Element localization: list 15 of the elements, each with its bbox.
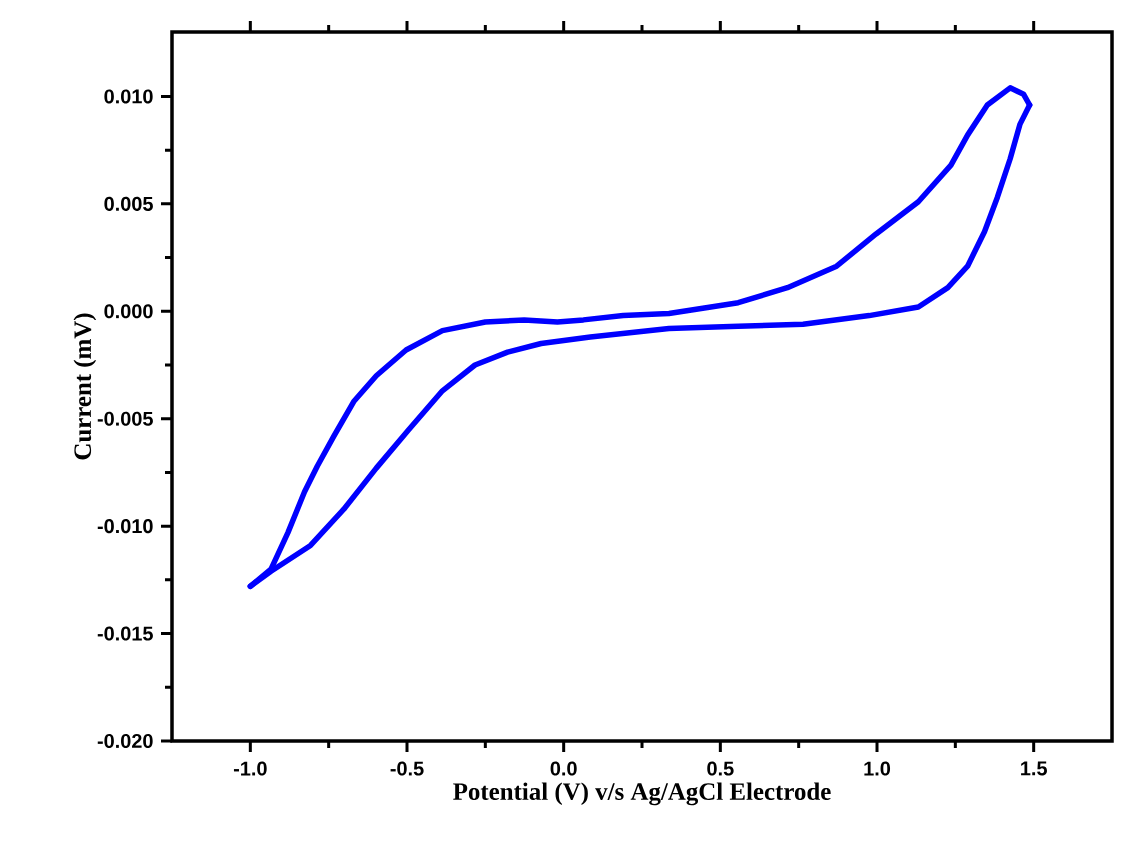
x-tick-label: -1.0 [233,761,267,776]
y-tick-label: 0.010 [104,89,153,104]
y-tick-label: 0.005 [104,196,153,211]
x-axis-title: Potential (V) v/s Ag/AgCl Electrode [453,782,831,806]
y-tick-label: -0.005 [97,411,153,426]
x-tick-label: 1.5 [1021,761,1047,776]
y-tick-label: 0.000 [104,304,153,319]
y-axis-title: Current (mV) [73,313,97,460]
y-tick-label: -0.010 [97,519,153,534]
x-tick-label: 0.5 [707,761,734,776]
y-tick-label: -0.015 [97,626,153,641]
x-tick-label: 0.0 [550,761,577,776]
x-tick-label: 1.0 [864,761,891,776]
y-tick-label: -0.020 [97,733,153,749]
x-tick-label: -0.5 [390,761,424,776]
